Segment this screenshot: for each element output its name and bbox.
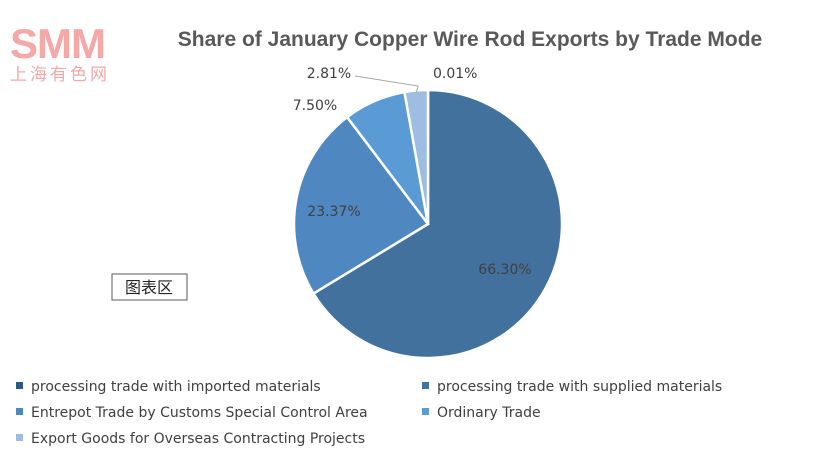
legend-entry-1: processing trade with imported materials: [16, 379, 321, 395]
legend-swatch-1: [16, 382, 23, 389]
data-label-5: 2.81%: [307, 66, 351, 82]
logo-brand-text: SMM: [10, 20, 105, 67]
data-label-2: 66.30%: [478, 262, 531, 278]
leader-line-2-81: [354, 75, 419, 93]
legend-swatch-3: [16, 408, 23, 415]
smm-logo: SMM 上海有色网: [10, 20, 110, 85]
chart-title: Share of January Copper Wire Rod Exports…: [178, 28, 762, 51]
legend-label-5: Export Goods for Overseas Contracting Pr…: [31, 431, 365, 447]
legend-label-1: processing trade with imported materials: [31, 379, 321, 395]
pie-slice-5: [403, 88, 430, 225]
logo-subtitle-text: 上海有色网: [10, 65, 110, 85]
legend-entry-2: processing trade with supplied materials: [422, 379, 722, 395]
chart-area-label-box: [111, 273, 188, 301]
legend: processing trade with imported materials…: [16, 379, 722, 447]
legend-label-4: Ordinary Trade: [437, 405, 541, 421]
legend-swatch-4: [422, 408, 429, 415]
legend-swatch-5: [16, 434, 23, 441]
legend-swatch-2: [422, 382, 429, 389]
chart-area-label-text: 图表区: [125, 278, 173, 297]
data-labels: 0.01% 66.30% 23.37% 7.50% 2.81%: [293, 66, 532, 278]
data-label-1: 0.01%: [433, 66, 477, 82]
data-label-4: 7.50%: [293, 98, 337, 114]
chart-area-label: 图表区: [111, 273, 188, 301]
legend-label-2: processing trade with supplied materials: [437, 379, 722, 395]
legend-entry-5: Export Goods for Overseas Contracting Pr…: [16, 431, 365, 447]
pie-plot: [292, 88, 564, 360]
legend-entry-3: Entrepot Trade by Customs Special Contro…: [16, 405, 368, 421]
legend-label-3: Entrepot Trade by Customs Special Contro…: [31, 405, 368, 421]
pie-slice-2: [311, 88, 564, 360]
pie-slice-3: [292, 115, 430, 296]
legend-entry-4: Ordinary Trade: [422, 405, 541, 421]
data-label-3: 23.37%: [307, 204, 360, 220]
